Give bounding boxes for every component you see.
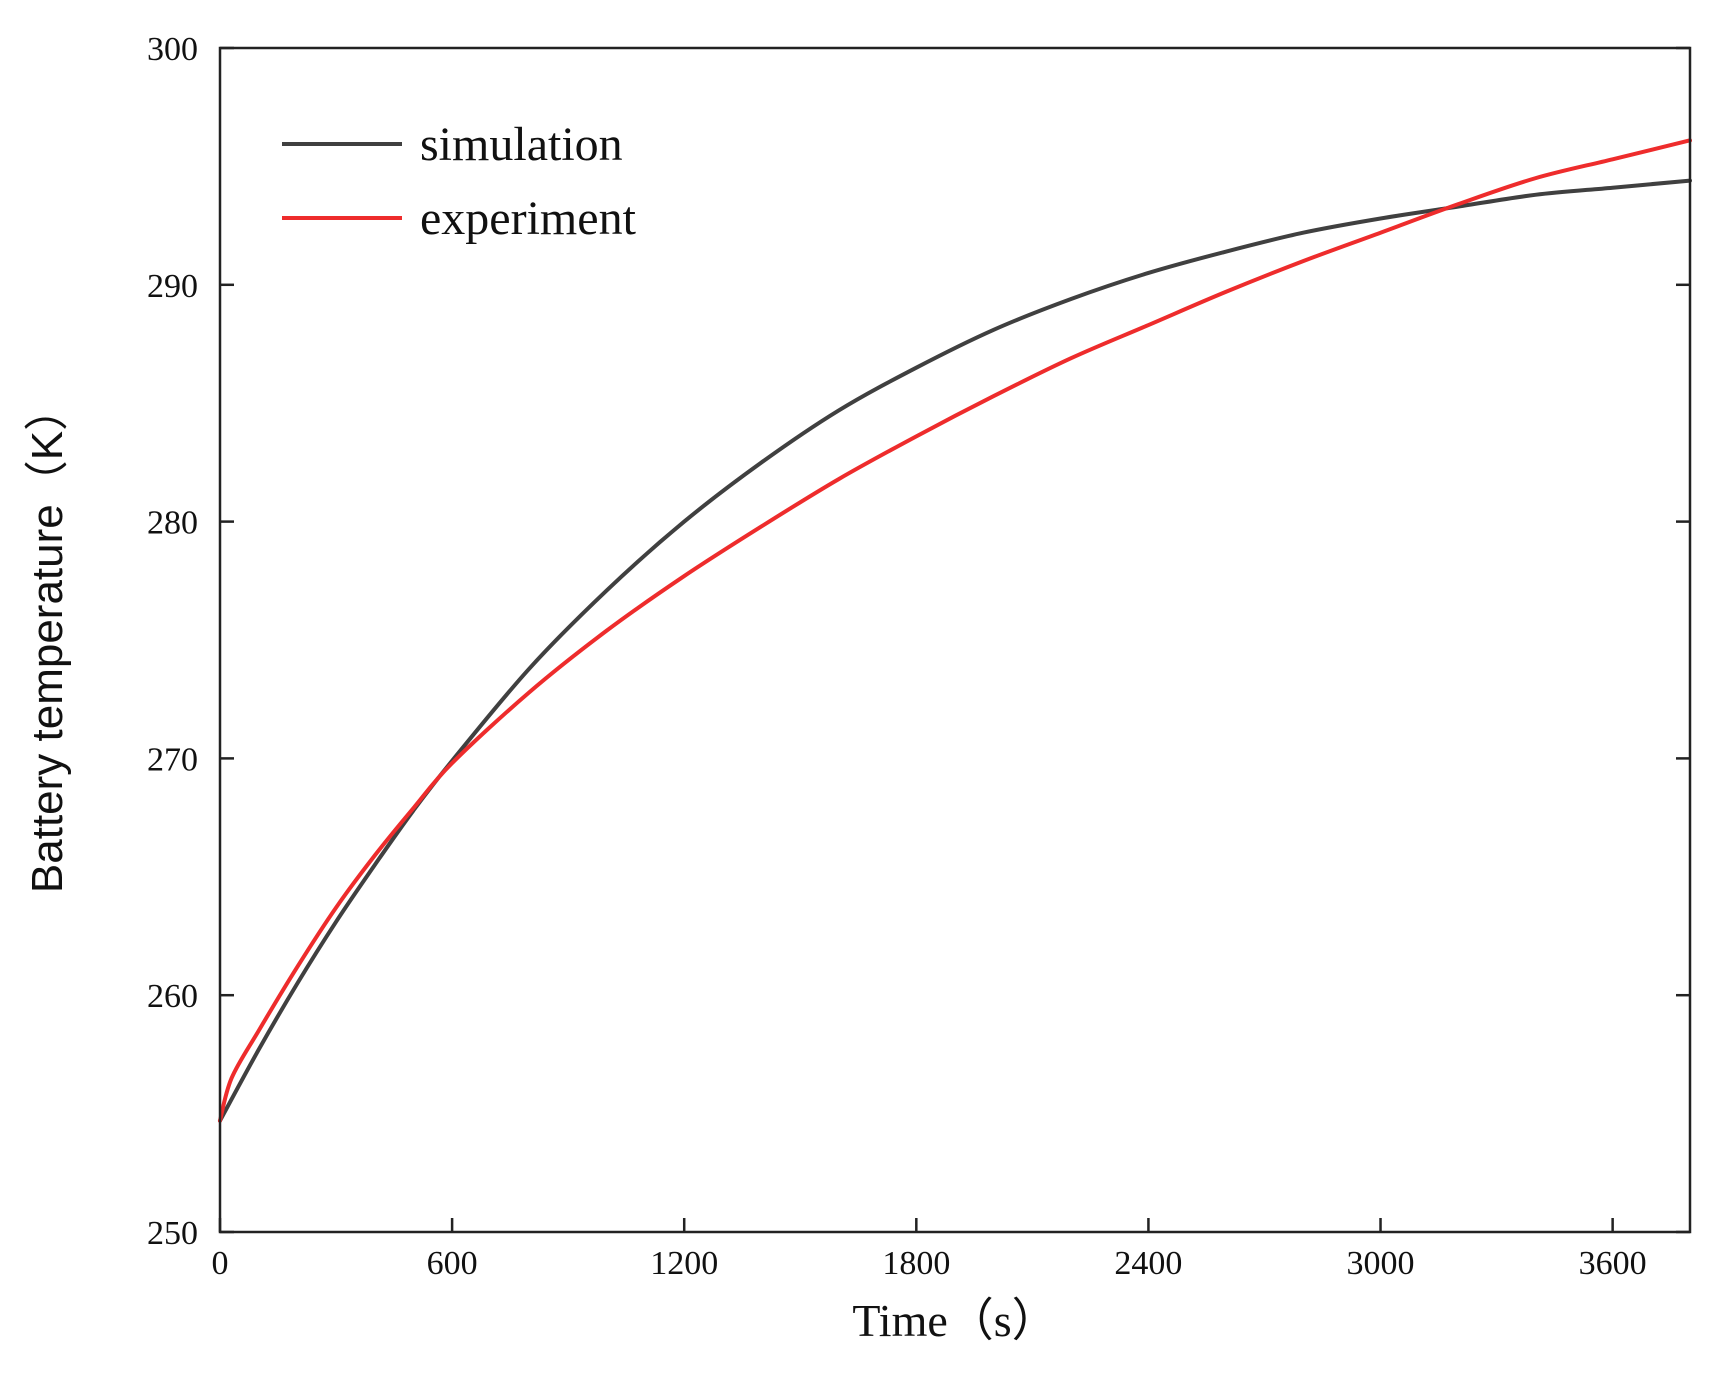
x-tick-label: 1800 <box>882 1245 950 1282</box>
y-axis: 250 260 270 280 290 300 <box>147 31 1690 1252</box>
plot-frame <box>218 46 1692 1234</box>
y-tick-label: 280 <box>147 505 198 542</box>
series-layer <box>218 138 1692 1123</box>
x-tick-label: 600 <box>427 1245 478 1282</box>
series-line-experiment <box>218 138 1692 1123</box>
x-tick-label: 3600 <box>1579 1245 1647 1282</box>
legend-label-experiment: experiment <box>420 192 637 245</box>
x-axis-title: Time（s） <box>852 1295 1057 1346</box>
legend: simulation experiment <box>282 118 637 245</box>
y-tick-label: 250 <box>147 1215 198 1252</box>
x-tick-label: 3000 <box>1347 1245 1415 1282</box>
y-tick-label: 270 <box>147 741 198 778</box>
y-tick-label: 290 <box>147 268 198 305</box>
series-line-simulation <box>218 178 1692 1123</box>
x-tick-label: 0 <box>212 1245 229 1282</box>
x-tick-label: 2400 <box>1114 1245 1182 1282</box>
y-axis-title: Battery temperature（K） <box>23 387 72 893</box>
x-axis: 0 600 1200 1800 2400 3000 3600 <box>212 1218 1647 1282</box>
legend-label-simulation: simulation <box>420 118 623 171</box>
y-tick-label: 300 <box>147 31 198 68</box>
x-tick-label: 1200 <box>650 1245 718 1282</box>
y-tick-label: 260 <box>147 978 198 1015</box>
